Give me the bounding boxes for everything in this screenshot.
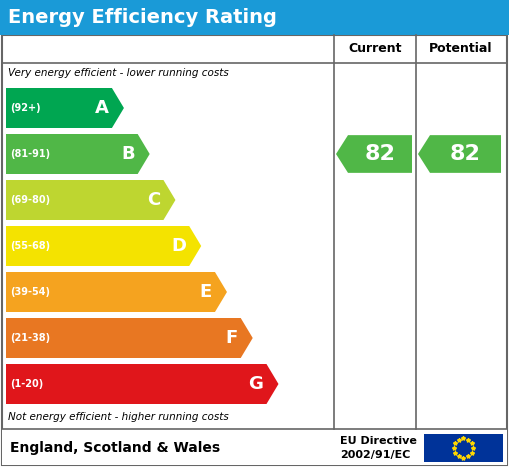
Polygon shape xyxy=(6,134,150,174)
Text: Not energy efficient - higher running costs: Not energy efficient - higher running co… xyxy=(8,412,229,422)
Text: F: F xyxy=(225,329,238,347)
Polygon shape xyxy=(336,135,412,173)
Polygon shape xyxy=(6,226,201,266)
Text: (81-91): (81-91) xyxy=(10,149,50,159)
Text: D: D xyxy=(171,237,186,255)
Text: (92+): (92+) xyxy=(10,103,41,113)
Polygon shape xyxy=(6,318,253,358)
Text: Energy Efficiency Rating: Energy Efficiency Rating xyxy=(8,8,277,27)
Bar xyxy=(424,434,503,462)
Text: (1-20): (1-20) xyxy=(10,379,43,389)
Text: (21-38): (21-38) xyxy=(10,333,50,343)
Text: C: C xyxy=(147,191,160,209)
Text: 82: 82 xyxy=(364,144,395,164)
Text: Current: Current xyxy=(348,42,402,56)
Text: (55-68): (55-68) xyxy=(10,241,50,251)
Polygon shape xyxy=(6,364,278,404)
Bar xyxy=(2,429,507,465)
Text: B: B xyxy=(121,145,135,163)
Text: EU Directive: EU Directive xyxy=(340,436,417,446)
Bar xyxy=(0,0,509,35)
Text: Potential: Potential xyxy=(429,42,492,56)
Text: E: E xyxy=(200,283,212,301)
Text: 82: 82 xyxy=(450,144,481,164)
Text: (69-80): (69-80) xyxy=(10,195,50,205)
Polygon shape xyxy=(418,135,501,173)
Text: G: G xyxy=(248,375,264,393)
Text: 2002/91/EC: 2002/91/EC xyxy=(340,450,410,460)
Text: A: A xyxy=(95,99,109,117)
Text: England, Scotland & Wales: England, Scotland & Wales xyxy=(10,441,220,455)
Polygon shape xyxy=(6,272,227,312)
Polygon shape xyxy=(6,180,176,220)
Polygon shape xyxy=(6,88,124,128)
Text: Very energy efficient - lower running costs: Very energy efficient - lower running co… xyxy=(8,68,229,78)
Text: (39-54): (39-54) xyxy=(10,287,50,297)
